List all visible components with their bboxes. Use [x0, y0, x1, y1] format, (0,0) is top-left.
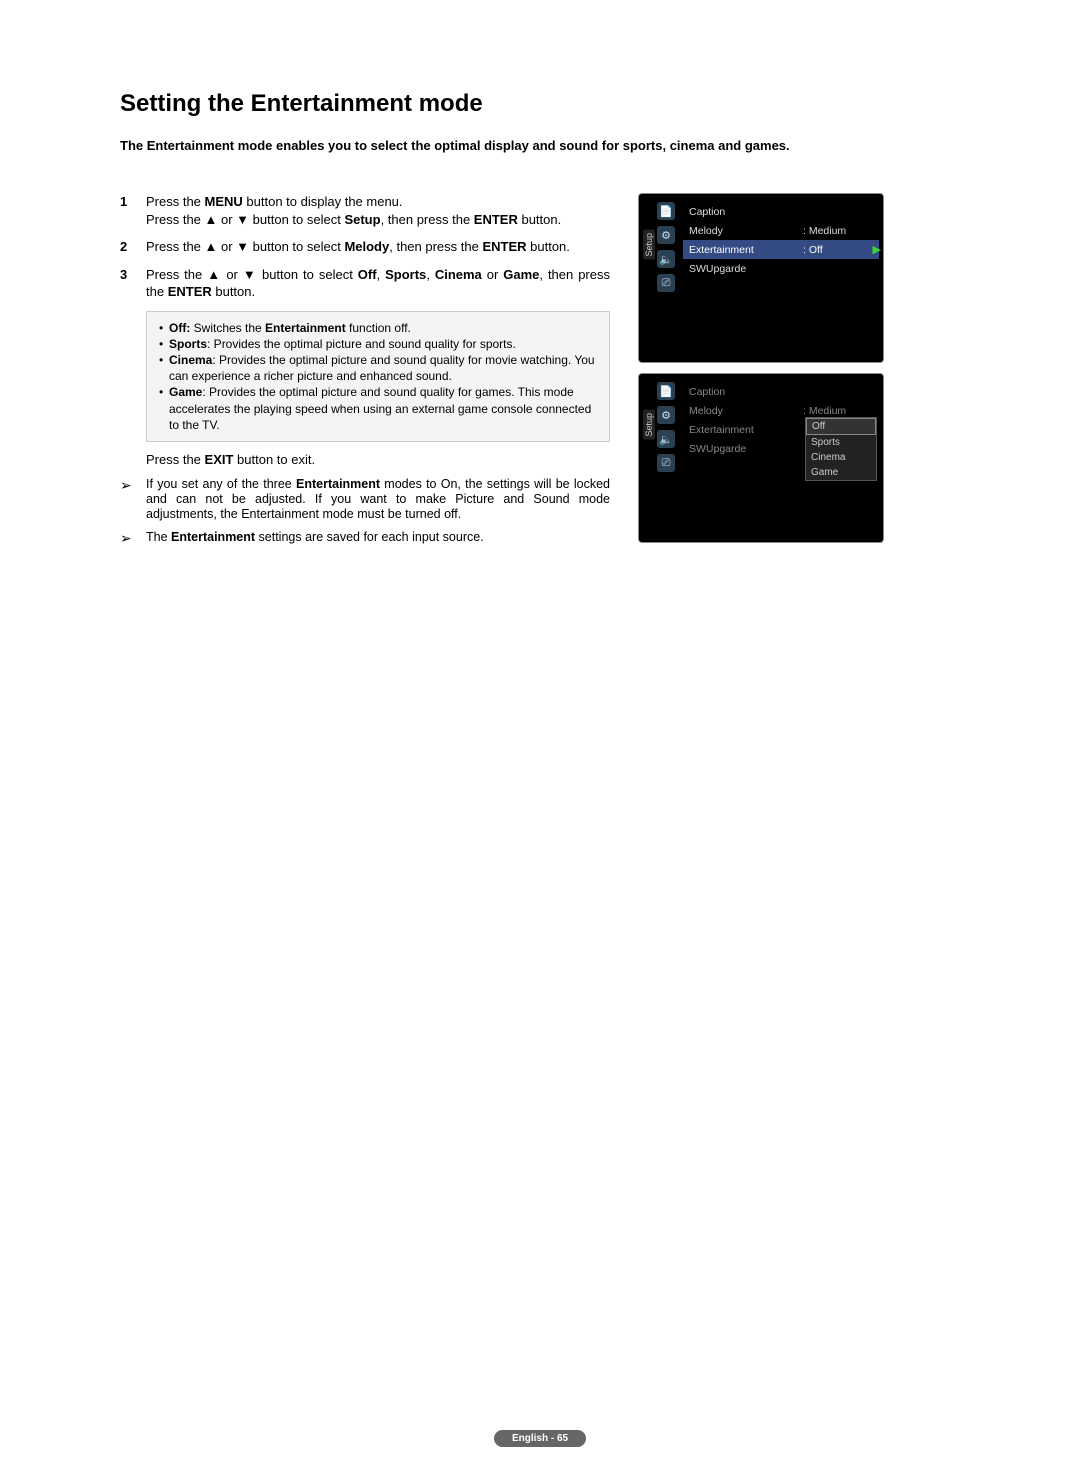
- instructions-column: 1 Press the MENU button to display the m…: [120, 193, 610, 555]
- box-item-cinema: Cinema: Provides the optimal picture and…: [159, 352, 597, 384]
- menu-row-caption: Caption: [683, 382, 879, 401]
- step-3: 3 Press the ▲ or ▼ button to select Off,…: [120, 266, 610, 301]
- page-footer: English - 65: [0, 1428, 1080, 1447]
- step-2: 2 Press the ▲ or ▼ button to select Melo…: [120, 238, 610, 256]
- note-arrow-icon: ➢: [120, 530, 146, 547]
- input-icon: ⎚: [657, 274, 675, 292]
- input-icon: ⎚: [657, 454, 675, 472]
- gear-icon: ⚙: [657, 406, 675, 424]
- box-item-off: Off: Switches the Entertainment function…: [159, 320, 597, 336]
- menu-row-caption: Caption: [683, 202, 879, 221]
- exit-text: Press the EXIT button to exit.: [146, 452, 610, 467]
- menu-row-swupgrade: SWUpgarde: [683, 259, 879, 278]
- info-box: Off: Switches the Entertainment function…: [146, 311, 610, 442]
- play-arrow-icon: ▶: [873, 243, 881, 256]
- step-number: 3: [120, 266, 146, 301]
- setup-tab-label: Setup: [643, 230, 655, 260]
- screenshots-column: Setup 📄 ⚙ 🔈 ⎚ Caption Melody: Medium Ext…: [638, 193, 884, 555]
- tv-icon-column: 📄 ⚙ 🔈 ⎚: [657, 202, 675, 292]
- tv-menu-screenshot-1: Setup 📄 ⚙ 🔈 ⎚ Caption Melody: Medium Ext…: [638, 193, 884, 363]
- page-number-pill: English - 65: [494, 1430, 586, 1447]
- gear-icon: ⚙: [657, 226, 675, 244]
- dropdown-option-game: Game: [806, 465, 876, 480]
- sheet-icon: 📄: [657, 202, 675, 220]
- step-1: 1 Press the MENU button to display the m…: [120, 193, 610, 228]
- menu-row-entertainment-highlighted: Extertainment: Off▶: [683, 240, 879, 259]
- tv-icon-column: 📄 ⚙ 🔈 ⎚: [657, 382, 675, 472]
- box-item-game: Game: Provides the optimal picture and s…: [159, 384, 597, 433]
- step-body: Press the MENU button to display the men…: [146, 193, 610, 228]
- step-body: Press the ▲ or ▼ button to select Off, S…: [146, 266, 610, 301]
- dropdown-option-off: Off: [806, 418, 876, 435]
- entertainment-dropdown: Off Sports Cinema Game: [805, 417, 877, 481]
- box-item-sports: Sports: Provides the optimal picture and…: [159, 336, 597, 352]
- note-2: ➢ The Entertainment settings are saved f…: [120, 530, 610, 547]
- speaker-icon: 🔈: [657, 430, 675, 448]
- dropdown-option-sports: Sports: [806, 435, 876, 450]
- step-number: 2: [120, 238, 146, 256]
- note-arrow-icon: ➢: [120, 477, 146, 522]
- dropdown-option-cinema: Cinema: [806, 450, 876, 465]
- menu-row-melody: Melody: Medium: [683, 221, 879, 240]
- setup-tab-label: Setup: [643, 410, 655, 440]
- step-number: 1: [120, 193, 146, 228]
- speaker-icon: 🔈: [657, 250, 675, 268]
- tv-menu-screenshot-2: Setup 📄 ⚙ 🔈 ⎚ Caption Melody: Medium Ext…: [638, 373, 884, 543]
- sheet-icon: 📄: [657, 382, 675, 400]
- step-body: Press the ▲ or ▼ button to select Melody…: [146, 238, 610, 256]
- page-title: Setting the Entertainment mode: [120, 90, 960, 118]
- note-1: ➢ If you set any of the three Entertainm…: [120, 477, 610, 522]
- intro-text: The Entertainment mode enables you to se…: [120, 138, 960, 153]
